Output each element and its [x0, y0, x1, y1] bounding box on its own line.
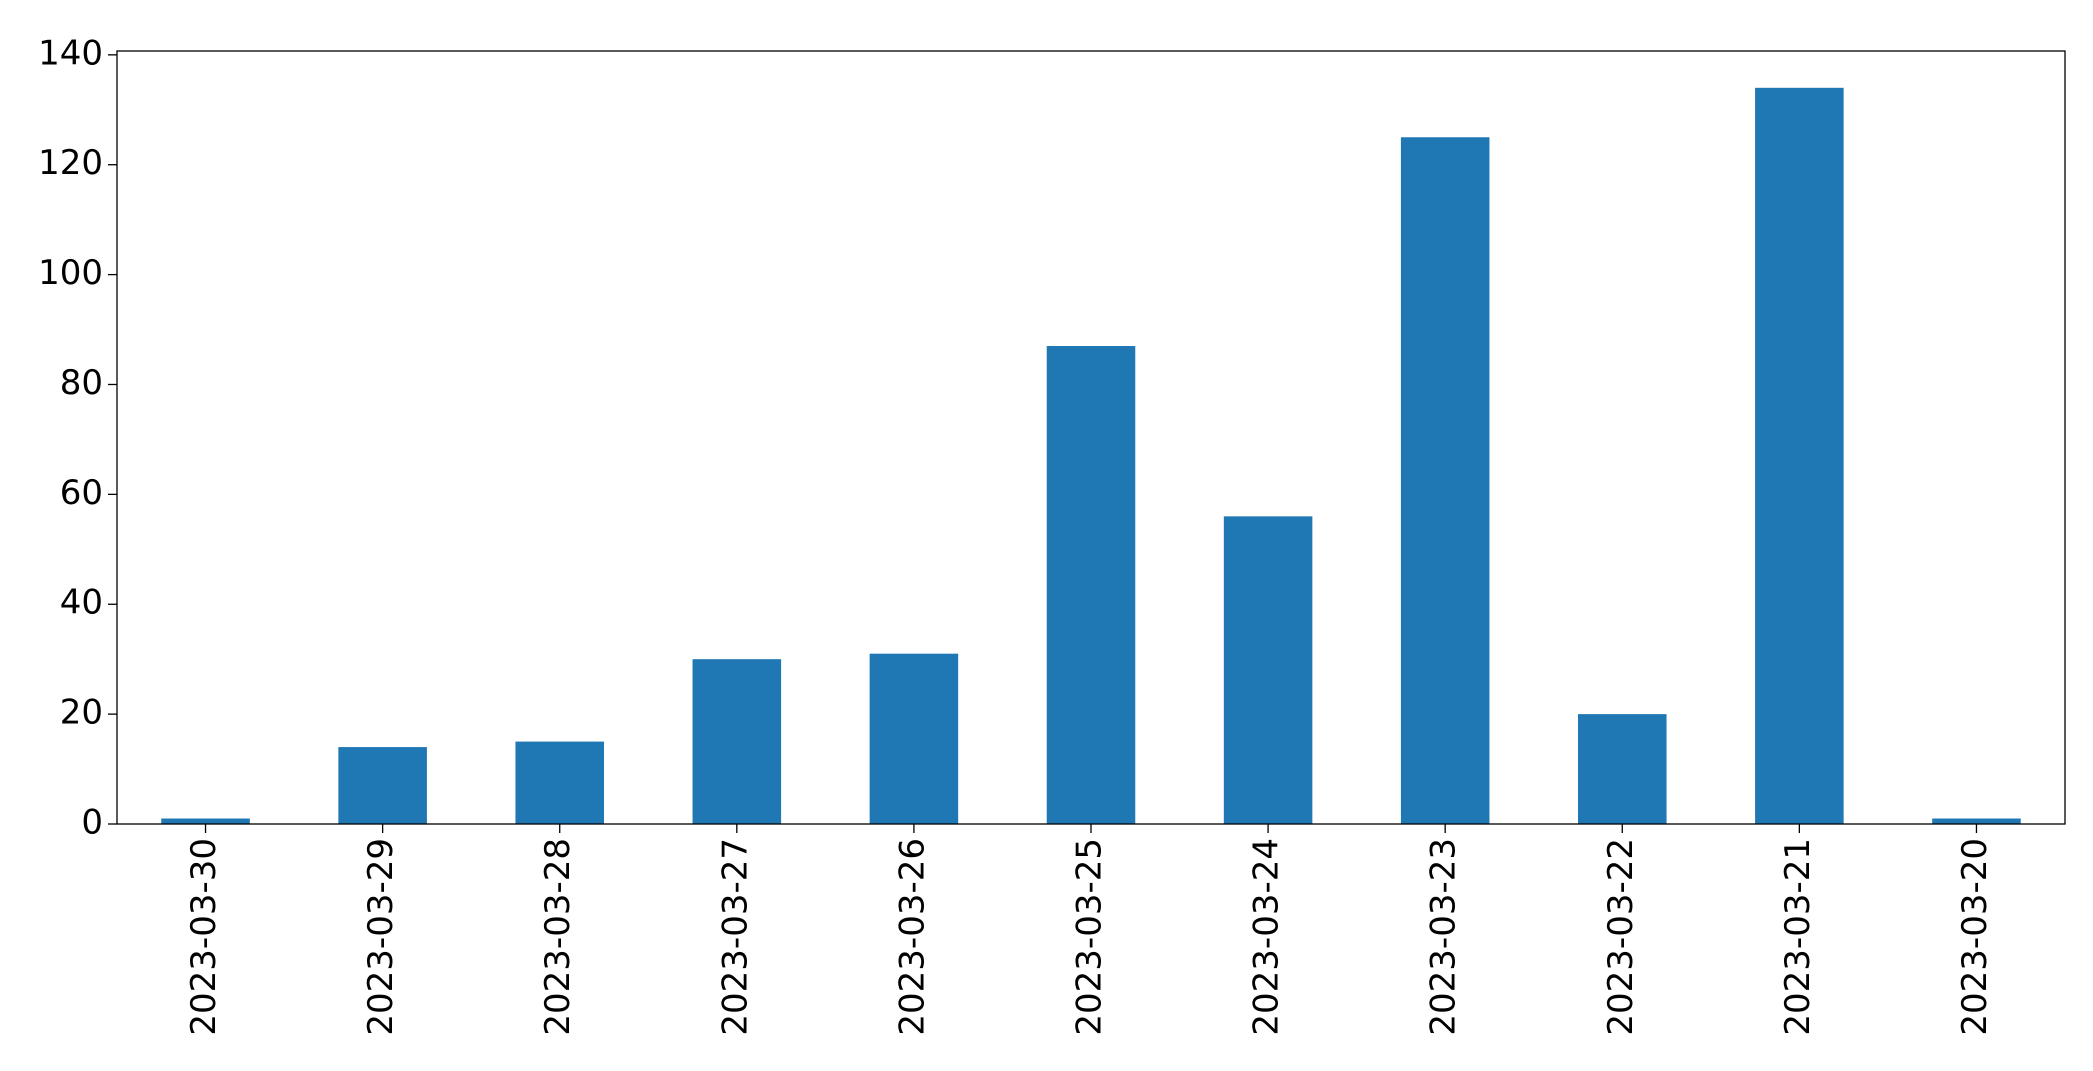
x-tick-label: 2023-03-30	[184, 838, 224, 1036]
x-tick-label: 2023-03-28	[538, 838, 578, 1036]
y-tick-label: 0	[81, 803, 103, 843]
bar	[161, 818, 250, 824]
y-tick-label: 20	[60, 693, 103, 733]
bar	[692, 659, 782, 824]
bar	[1755, 87, 1844, 825]
x-tick-label: 2023-03-25	[1070, 838, 1110, 1036]
y-tick-label: 80	[60, 363, 103, 403]
bar	[1223, 516, 1313, 824]
x-tick-label: 2023-03-27	[715, 838, 755, 1036]
y-tick-label: 40	[60, 583, 103, 623]
bar	[515, 741, 604, 824]
bar	[1932, 818, 2021, 824]
x-tick-label: 2023-03-24	[1247, 838, 1287, 1036]
bar	[869, 653, 959, 824]
plot-frame	[116, 50, 2066, 825]
bar	[1400, 137, 1490, 825]
y-tick-label: 60	[60, 473, 103, 513]
y-tick-label: 100	[38, 253, 103, 293]
x-tick-label: 2023-03-26	[892, 838, 932, 1036]
x-tick-label: 2023-03-23	[1424, 838, 1464, 1036]
bar	[1578, 714, 1667, 824]
bar	[338, 747, 427, 824]
x-tick-label: 2023-03-29	[361, 838, 401, 1036]
x-tick-label: 2023-03-22	[1601, 838, 1641, 1036]
x-tick-label: 2023-03-20	[1955, 838, 1995, 1036]
bar	[1046, 346, 1136, 824]
y-tick-label: 120	[38, 143, 103, 183]
x-tick-label: 2023-03-21	[1778, 838, 1818, 1036]
y-tick-label: 140	[38, 33, 103, 73]
